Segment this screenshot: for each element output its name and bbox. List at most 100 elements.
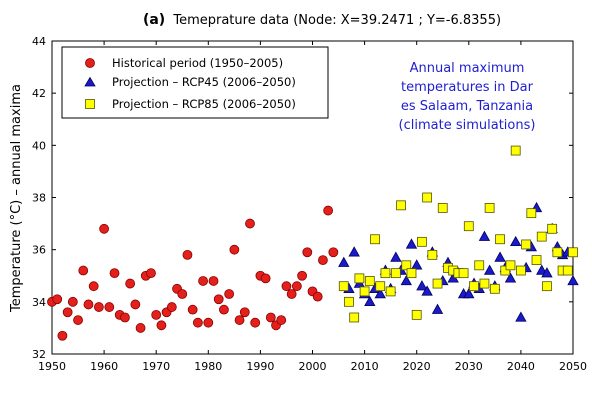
- data-point-square: [505, 260, 516, 271]
- data-point-square: [463, 221, 474, 232]
- data-point-triangle: [374, 287, 386, 299]
- data-point-circle: [224, 289, 235, 299]
- annotation-line-1: Annual maximum: [410, 61, 525, 76]
- data-point-circle: [187, 304, 198, 315]
- data-point-triangle: [478, 230, 491, 241]
- data-point-square: [380, 268, 391, 279]
- data-point-square: [510, 145, 521, 156]
- data-point-square: [562, 265, 573, 276]
- y-tick-label: 40: [32, 139, 46, 152]
- legend-marker-historical: [85, 58, 95, 68]
- chart-title-prefix: (a): [143, 12, 165, 28]
- data-point-square: [390, 268, 401, 279]
- data-point-square: [531, 255, 542, 266]
- data-point-circle: [203, 317, 214, 328]
- x-tick-label: 1950: [38, 360, 66, 373]
- data-point-circle: [302, 247, 313, 258]
- legend-marker-rcp45: [84, 76, 96, 87]
- x-tick-label: 2050: [559, 360, 587, 373]
- data-point-square: [417, 236, 427, 247]
- data-point-circle: [156, 320, 167, 331]
- data-point-circle: [52, 294, 63, 305]
- y-tick-label: 34: [32, 296, 46, 309]
- y-axis-label: Temperature (°C) – annual maxima: [9, 84, 24, 313]
- data-point-square: [521, 239, 532, 250]
- data-point-circle: [323, 205, 334, 216]
- data-point-circle: [198, 276, 208, 286]
- data-point-square: [547, 223, 558, 234]
- data-point-circle: [192, 317, 203, 328]
- data-point-square: [542, 281, 552, 292]
- data-point-circle: [229, 244, 240, 255]
- data-point-triangle: [510, 235, 522, 247]
- data-point-circle: [219, 304, 229, 315]
- data-point-triangle: [400, 274, 412, 286]
- chart-title: (a) Temeprature data (Node: X=39.2471 ; …: [143, 12, 501, 28]
- annotation: Annual maximum temperatures in Dar es Sa…: [399, 61, 536, 133]
- data-point-circle: [318, 255, 328, 266]
- data-point-circle: [281, 281, 292, 292]
- y-tick-label: 32: [32, 348, 46, 361]
- data-point-square: [516, 265, 526, 276]
- data-point-circle: [130, 299, 141, 310]
- data-point-square: [432, 278, 443, 289]
- data-point-circle: [125, 278, 136, 289]
- data-point-circle: [146, 268, 156, 279]
- data-point-circle: [73, 315, 83, 325]
- data-point-circle: [208, 276, 219, 286]
- data-point-square: [568, 247, 578, 258]
- x-tick-label: 1990: [246, 360, 274, 373]
- data-point-triangle: [431, 303, 444, 314]
- data-point-circle: [286, 289, 297, 299]
- data-point-circle: [135, 323, 146, 333]
- data-point-triangle: [463, 287, 475, 299]
- data-point-square: [344, 296, 354, 307]
- x-tick-label: 2040: [507, 360, 535, 373]
- annotation-line-2: temperatures in Dar: [401, 80, 534, 95]
- data-point-circle: [234, 315, 245, 325]
- data-point-square: [526, 208, 537, 219]
- data-point-square: [338, 281, 349, 292]
- data-point-square: [354, 273, 365, 284]
- data-point-triangle: [541, 267, 553, 278]
- annotation-line-3: es Salaam, Tanzania: [401, 99, 533, 114]
- data-point-triangle: [515, 311, 527, 322]
- data-point-circle: [62, 307, 73, 318]
- x-tick-label: 1970: [142, 360, 170, 373]
- data-point-circle: [109, 268, 120, 279]
- data-point-square: [401, 260, 412, 271]
- data-point-triangle: [416, 280, 428, 291]
- data-point-triangle: [364, 295, 376, 307]
- data-point-square: [370, 234, 380, 245]
- data-point-square: [396, 200, 406, 211]
- y-tick-label: 42: [32, 87, 46, 100]
- data-point-circle: [67, 296, 78, 307]
- data-point-square: [437, 203, 448, 213]
- data-point-circle: [78, 265, 89, 276]
- data-point-circle: [151, 309, 162, 320]
- data-point-square: [552, 247, 563, 258]
- data-point-circle: [213, 294, 224, 305]
- data-point-triangle: [338, 256, 350, 267]
- data-point-circle: [328, 247, 339, 258]
- data-point-square: [422, 192, 433, 203]
- data-point-circle: [99, 223, 109, 234]
- data-point-triangle: [411, 259, 423, 270]
- legend-label-rcp45: Projection – RCP45 (2006–2050): [112, 75, 296, 89]
- y-tick-label: 44: [32, 35, 46, 48]
- data-point-square: [458, 268, 469, 279]
- data-point-square: [469, 281, 479, 292]
- data-point-square: [479, 278, 490, 289]
- x-tick-label: 2010: [351, 360, 379, 373]
- data-point-triangle: [348, 246, 360, 257]
- data-point-circle: [182, 249, 193, 260]
- legend-box: [61, 46, 329, 119]
- data-point-square: [500, 265, 511, 276]
- data-point-circle: [177, 289, 188, 299]
- x-tick-label: 2020: [403, 360, 431, 373]
- data-point-square: [385, 286, 396, 297]
- x-tick-label: 2030: [455, 360, 483, 373]
- data-point-circle: [104, 302, 115, 312]
- data-point-circle: [83, 299, 94, 310]
